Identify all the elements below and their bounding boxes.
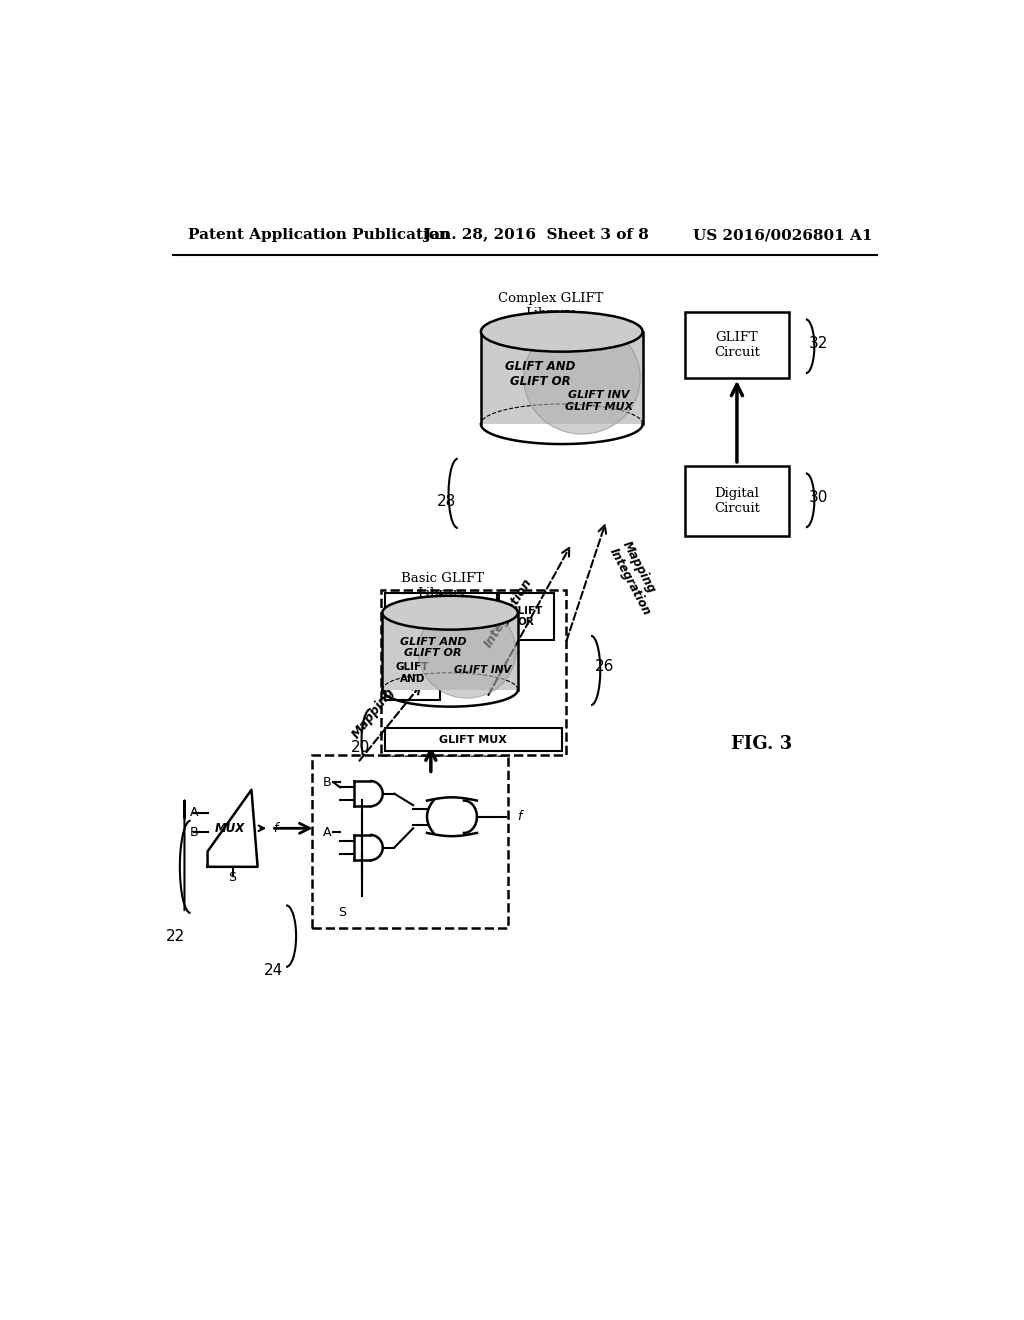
Text: Jan. 28, 2016  Sheet 3 of 8: Jan. 28, 2016 Sheet 3 of 8 (423, 228, 649, 243)
FancyBboxPatch shape (441, 594, 497, 640)
Text: S: S (228, 871, 237, 884)
Ellipse shape (418, 605, 516, 698)
Text: GLIFT
OR: GLIFT OR (510, 606, 543, 627)
Text: GLIFT AND
GLIFT OR: GLIFT AND GLIFT OR (399, 636, 467, 659)
Text: Integration: Integration (481, 576, 535, 649)
Text: GLIFT AND
GLIFT OR: GLIFT AND GLIFT OR (505, 360, 575, 388)
Text: Basic GLIFT
Library: Basic GLIFT Library (401, 572, 484, 599)
Text: 28: 28 (436, 494, 456, 508)
Text: US 2016/0026801 A1: US 2016/0026801 A1 (692, 228, 872, 243)
Text: GLIFT INV: GLIFT INV (454, 665, 511, 676)
FancyBboxPatch shape (499, 594, 554, 640)
Text: GLIFT MUX: GLIFT MUX (439, 735, 507, 744)
Text: f: f (273, 822, 278, 834)
Text: GLIFT INV
GLIFT MUX: GLIFT INV GLIFT MUX (564, 391, 633, 412)
Text: Mapping
Integration: Mapping Integration (606, 539, 667, 618)
Text: S: S (338, 907, 346, 920)
Text: Digital
Circuit: Digital Circuit (714, 487, 760, 515)
Text: FIG. 3: FIG. 3 (731, 735, 793, 752)
Text: 26: 26 (594, 659, 613, 675)
Polygon shape (208, 789, 258, 867)
Text: 20: 20 (350, 741, 370, 755)
Ellipse shape (382, 595, 518, 630)
FancyBboxPatch shape (685, 313, 788, 378)
Text: A: A (189, 807, 199, 820)
Text: Complex GLIFT
Library: Complex GLIFT Library (498, 292, 603, 321)
Text: GLIFT
Circuit: GLIFT Circuit (714, 331, 760, 359)
Ellipse shape (523, 322, 640, 434)
Text: 24: 24 (263, 964, 283, 978)
Text: GLIFT
AND: GLIFT AND (395, 661, 429, 684)
Ellipse shape (481, 312, 643, 351)
Polygon shape (481, 331, 643, 424)
Polygon shape (382, 612, 518, 689)
Text: GLIFT
AND: GLIFT AND (453, 606, 486, 627)
Text: 22: 22 (166, 928, 185, 944)
Text: B: B (189, 825, 199, 838)
Polygon shape (354, 834, 383, 861)
Polygon shape (427, 797, 477, 836)
Text: Patent Application Publication: Patent Application Publication (188, 228, 451, 243)
Text: GLIFT
INV: GLIFT INV (395, 606, 429, 627)
Text: B: B (323, 776, 331, 788)
Text: MUX: MUX (214, 822, 245, 834)
FancyBboxPatch shape (311, 755, 508, 928)
Text: f: f (517, 810, 521, 824)
FancyBboxPatch shape (685, 466, 788, 536)
FancyBboxPatch shape (385, 594, 440, 640)
Text: Mapping: Mapping (349, 685, 397, 741)
Polygon shape (354, 781, 383, 807)
Text: 32: 32 (809, 335, 827, 351)
Text: 30: 30 (809, 490, 827, 504)
Text: A: A (323, 825, 331, 838)
FancyBboxPatch shape (385, 729, 562, 751)
FancyBboxPatch shape (381, 590, 565, 755)
FancyBboxPatch shape (385, 645, 440, 700)
